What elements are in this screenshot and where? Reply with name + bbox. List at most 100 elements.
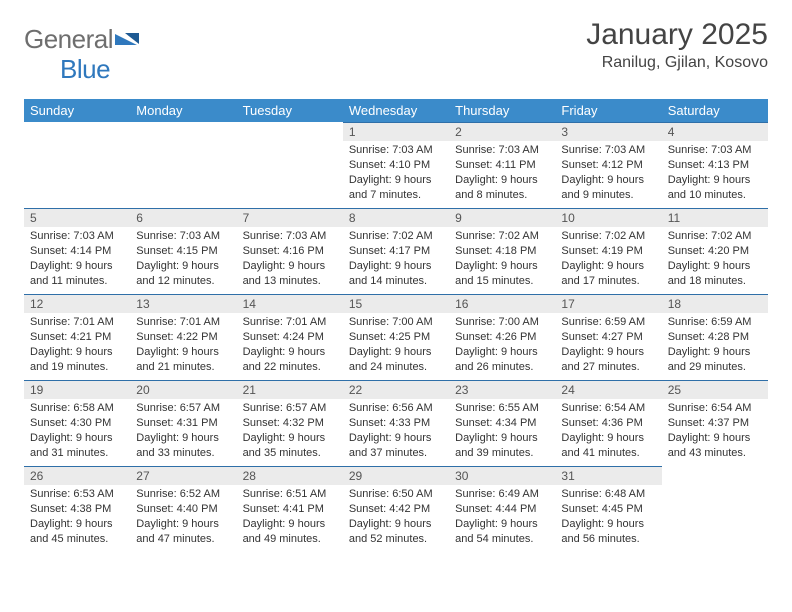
calendar-day-cell: 30Sunrise: 6:49 AMSunset: 4:44 PMDayligh… xyxy=(449,466,555,552)
day-number: 3 xyxy=(555,122,661,141)
day-number: 31 xyxy=(555,466,661,485)
day-detail: Sunrise: 7:03 AMSunset: 4:12 PMDaylight:… xyxy=(555,141,661,206)
day-detail: Sunrise: 7:01 AMSunset: 4:22 PMDaylight:… xyxy=(130,313,236,378)
weekday-header: Sunday xyxy=(24,99,130,122)
day-number: 30 xyxy=(449,466,555,485)
calendar-day-cell: 13Sunrise: 7:01 AMSunset: 4:22 PMDayligh… xyxy=(130,294,236,380)
calendar-day-cell: 22Sunrise: 6:56 AMSunset: 4:33 PMDayligh… xyxy=(343,380,449,466)
weekday-header: Saturday xyxy=(662,99,768,122)
calendar-week-row: 26Sunrise: 6:53 AMSunset: 4:38 PMDayligh… xyxy=(24,466,768,552)
calendar-day-cell: 28Sunrise: 6:51 AMSunset: 4:41 PMDayligh… xyxy=(237,466,343,552)
day-detail: Sunrise: 6:53 AMSunset: 4:38 PMDaylight:… xyxy=(24,485,130,550)
day-number: 20 xyxy=(130,380,236,399)
calendar-day-cell: 18Sunrise: 6:59 AMSunset: 4:28 PMDayligh… xyxy=(662,294,768,380)
day-number: 21 xyxy=(237,380,343,399)
day-number: 11 xyxy=(662,208,768,227)
day-detail: Sunrise: 6:54 AMSunset: 4:37 PMDaylight:… xyxy=(662,399,768,464)
calendar-day-cell: 19Sunrise: 6:58 AMSunset: 4:30 PMDayligh… xyxy=(24,380,130,466)
day-detail: Sunrise: 6:57 AMSunset: 4:31 PMDaylight:… xyxy=(130,399,236,464)
day-detail: Sunrise: 6:50 AMSunset: 4:42 PMDaylight:… xyxy=(343,485,449,550)
calendar-day-cell: 9Sunrise: 7:02 AMSunset: 4:18 PMDaylight… xyxy=(449,208,555,294)
day-detail: Sunrise: 7:03 AMSunset: 4:16 PMDaylight:… xyxy=(237,227,343,292)
day-detail: Sunrise: 7:03 AMSunset: 4:13 PMDaylight:… xyxy=(662,141,768,206)
calendar-day-cell: 14Sunrise: 7:01 AMSunset: 4:24 PMDayligh… xyxy=(237,294,343,380)
day-detail: Sunrise: 7:02 AMSunset: 4:20 PMDaylight:… xyxy=(662,227,768,292)
calendar-day-cell: 5Sunrise: 7:03 AMSunset: 4:14 PMDaylight… xyxy=(24,208,130,294)
day-detail: Sunrise: 6:55 AMSunset: 4:34 PMDaylight:… xyxy=(449,399,555,464)
calendar-day-cell: .. xyxy=(130,122,236,208)
day-number: 7 xyxy=(237,208,343,227)
day-number: 8 xyxy=(343,208,449,227)
calendar-day-cell: 12Sunrise: 7:01 AMSunset: 4:21 PMDayligh… xyxy=(24,294,130,380)
calendar-day-cell: 29Sunrise: 6:50 AMSunset: 4:42 PMDayligh… xyxy=(343,466,449,552)
day-detail: Sunrise: 6:59 AMSunset: 4:27 PMDaylight:… xyxy=(555,313,661,378)
day-detail: Sunrise: 7:02 AMSunset: 4:19 PMDaylight:… xyxy=(555,227,661,292)
calendar-day-cell: 31Sunrise: 6:48 AMSunset: 4:45 PMDayligh… xyxy=(555,466,661,552)
calendar-day-cell: 10Sunrise: 7:02 AMSunset: 4:19 PMDayligh… xyxy=(555,208,661,294)
weekday-header-row: SundayMondayTuesdayWednesdayThursdayFrid… xyxy=(24,99,768,122)
weekday-header: Monday xyxy=(130,99,236,122)
day-detail: Sunrise: 7:02 AMSunset: 4:17 PMDaylight:… xyxy=(343,227,449,292)
day-number: 15 xyxy=(343,294,449,313)
brand-part1: General xyxy=(24,24,113,55)
calendar-week-row: 19Sunrise: 6:58 AMSunset: 4:30 PMDayligh… xyxy=(24,380,768,466)
calendar-day-cell: .. xyxy=(237,122,343,208)
day-detail: Sunrise: 6:54 AMSunset: 4:36 PMDaylight:… xyxy=(555,399,661,464)
day-detail: Sunrise: 7:03 AMSunset: 4:10 PMDaylight:… xyxy=(343,141,449,206)
brand-logo: General xyxy=(24,18,143,55)
day-number: 22 xyxy=(343,380,449,399)
day-detail: Sunrise: 6:56 AMSunset: 4:33 PMDaylight:… xyxy=(343,399,449,464)
day-number: 6 xyxy=(130,208,236,227)
calendar-week-row: 12Sunrise: 7:01 AMSunset: 4:21 PMDayligh… xyxy=(24,294,768,380)
calendar-day-cell: .. xyxy=(24,122,130,208)
calendar-day-cell: 16Sunrise: 7:00 AMSunset: 4:26 PMDayligh… xyxy=(449,294,555,380)
day-number: 4 xyxy=(662,122,768,141)
day-number: 14 xyxy=(237,294,343,313)
weekday-header: Tuesday xyxy=(237,99,343,122)
weekday-header: Wednesday xyxy=(343,99,449,122)
day-number: 1 xyxy=(343,122,449,141)
title-block: January 2025 Ranilug, Gjilan, Kosovo xyxy=(586,18,768,72)
weekday-header: Thursday xyxy=(449,99,555,122)
day-detail: Sunrise: 6:51 AMSunset: 4:41 PMDaylight:… xyxy=(237,485,343,550)
day-detail: Sunrise: 7:00 AMSunset: 4:25 PMDaylight:… xyxy=(343,313,449,378)
day-detail: Sunrise: 7:00 AMSunset: 4:26 PMDaylight:… xyxy=(449,313,555,378)
day-detail: Sunrise: 6:49 AMSunset: 4:44 PMDaylight:… xyxy=(449,485,555,550)
day-number: 10 xyxy=(555,208,661,227)
day-number: 2 xyxy=(449,122,555,141)
day-detail: Sunrise: 6:58 AMSunset: 4:30 PMDaylight:… xyxy=(24,399,130,464)
calendar-day-cell: 4Sunrise: 7:03 AMSunset: 4:13 PMDaylight… xyxy=(662,122,768,208)
day-number: 16 xyxy=(449,294,555,313)
day-detail: Sunrise: 6:57 AMSunset: 4:32 PMDaylight:… xyxy=(237,399,343,464)
day-number: 25 xyxy=(662,380,768,399)
day-detail: Sunrise: 7:01 AMSunset: 4:24 PMDaylight:… xyxy=(237,313,343,378)
day-detail: Sunrise: 6:52 AMSunset: 4:40 PMDaylight:… xyxy=(130,485,236,550)
day-detail: Sunrise: 7:03 AMSunset: 4:14 PMDaylight:… xyxy=(24,227,130,292)
day-detail: Sunrise: 6:48 AMSunset: 4:45 PMDaylight:… xyxy=(555,485,661,550)
day-number: 24 xyxy=(555,380,661,399)
calendar-day-cell: 25Sunrise: 6:54 AMSunset: 4:37 PMDayligh… xyxy=(662,380,768,466)
calendar-day-cell: .. xyxy=(662,466,768,552)
brand-mark-icon xyxy=(115,28,141,51)
calendar-day-cell: 27Sunrise: 6:52 AMSunset: 4:40 PMDayligh… xyxy=(130,466,236,552)
day-number: 29 xyxy=(343,466,449,485)
brand-part2: Blue xyxy=(60,54,110,85)
calendar-week-row: 5Sunrise: 7:03 AMSunset: 4:14 PMDaylight… xyxy=(24,208,768,294)
day-detail: Sunrise: 7:01 AMSunset: 4:21 PMDaylight:… xyxy=(24,313,130,378)
page-title: January 2025 xyxy=(586,18,768,52)
day-number: 17 xyxy=(555,294,661,313)
calendar-day-cell: 20Sunrise: 6:57 AMSunset: 4:31 PMDayligh… xyxy=(130,380,236,466)
calendar-day-cell: 24Sunrise: 6:54 AMSunset: 4:36 PMDayligh… xyxy=(555,380,661,466)
day-detail: Sunrise: 7:03 AMSunset: 4:11 PMDaylight:… xyxy=(449,141,555,206)
day-number: 28 xyxy=(237,466,343,485)
day-number: 12 xyxy=(24,294,130,313)
calendar-day-cell: 7Sunrise: 7:03 AMSunset: 4:16 PMDaylight… xyxy=(237,208,343,294)
day-detail: Sunrise: 7:03 AMSunset: 4:15 PMDaylight:… xyxy=(130,227,236,292)
day-number: 13 xyxy=(130,294,236,313)
calendar-day-cell: 26Sunrise: 6:53 AMSunset: 4:38 PMDayligh… xyxy=(24,466,130,552)
calendar-day-cell: 21Sunrise: 6:57 AMSunset: 4:32 PMDayligh… xyxy=(237,380,343,466)
calendar-day-cell: 15Sunrise: 7:00 AMSunset: 4:25 PMDayligh… xyxy=(343,294,449,380)
weekday-header: Friday xyxy=(555,99,661,122)
day-number: 19 xyxy=(24,380,130,399)
calendar-day-cell: 6Sunrise: 7:03 AMSunset: 4:15 PMDaylight… xyxy=(130,208,236,294)
